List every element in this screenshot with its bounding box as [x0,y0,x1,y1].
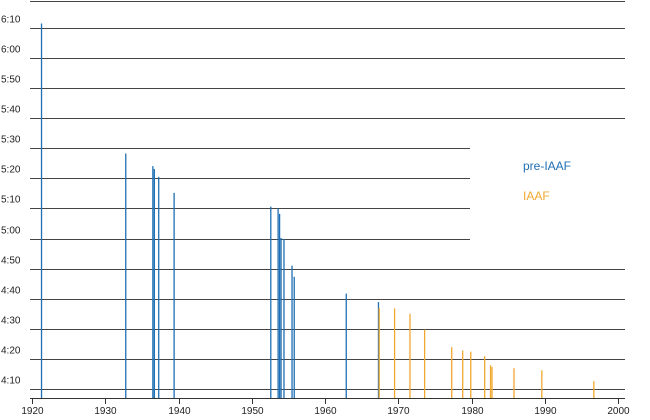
legend-item-iaaf: IAAF [523,189,550,203]
x-tick-label: 1930 [94,406,117,417]
x-tick-label: 1920 [21,406,44,417]
x-tick-label: 1970 [387,406,410,417]
y-tick-label: 5:00 [1,226,21,237]
y-tick-label: 4:10 [1,376,21,387]
y-tick-label: 5:10 [1,195,21,206]
y-tick-label: 5:50 [1,75,21,86]
x-tick-label: 1940 [168,406,191,417]
gridlines [30,1,625,390]
y-tick-label: 5:40 [1,105,21,116]
legend-item-pre-iaaf: pre-IAAF [523,159,571,173]
x-tick-label: 1990 [534,406,557,417]
y-tick-label: 5:30 [1,135,21,146]
x-axis: 1920 1930 1940 1950 1960 1970 1980 1990 2000 [21,398,630,417]
y-tick-label: 4:20 [1,346,21,357]
x-tick-label: 1960 [314,406,337,417]
legend: pre-IAAF IAAF [523,159,571,203]
x-tick-label: 2000 [607,406,630,417]
y-axis-tick-labels: 4:10 4:20 4:30 4:40 4:50 5:00 5:10 5:20 5:30 5:40… [1,15,21,387]
y-tick-label: 4:30 [1,316,21,327]
y-tick-label: 5:20 [1,165,21,176]
data-bars [40,23,595,398]
y-tick-label: 4:40 [1,286,21,297]
y-tick-label: 6:00 [1,45,21,56]
x-tick-label: 1950 [241,406,264,417]
y-tick-label: 4:50 [1,256,21,267]
x-tick-label: 1980 [461,406,484,417]
y-tick-label: 6:10 [1,15,21,26]
